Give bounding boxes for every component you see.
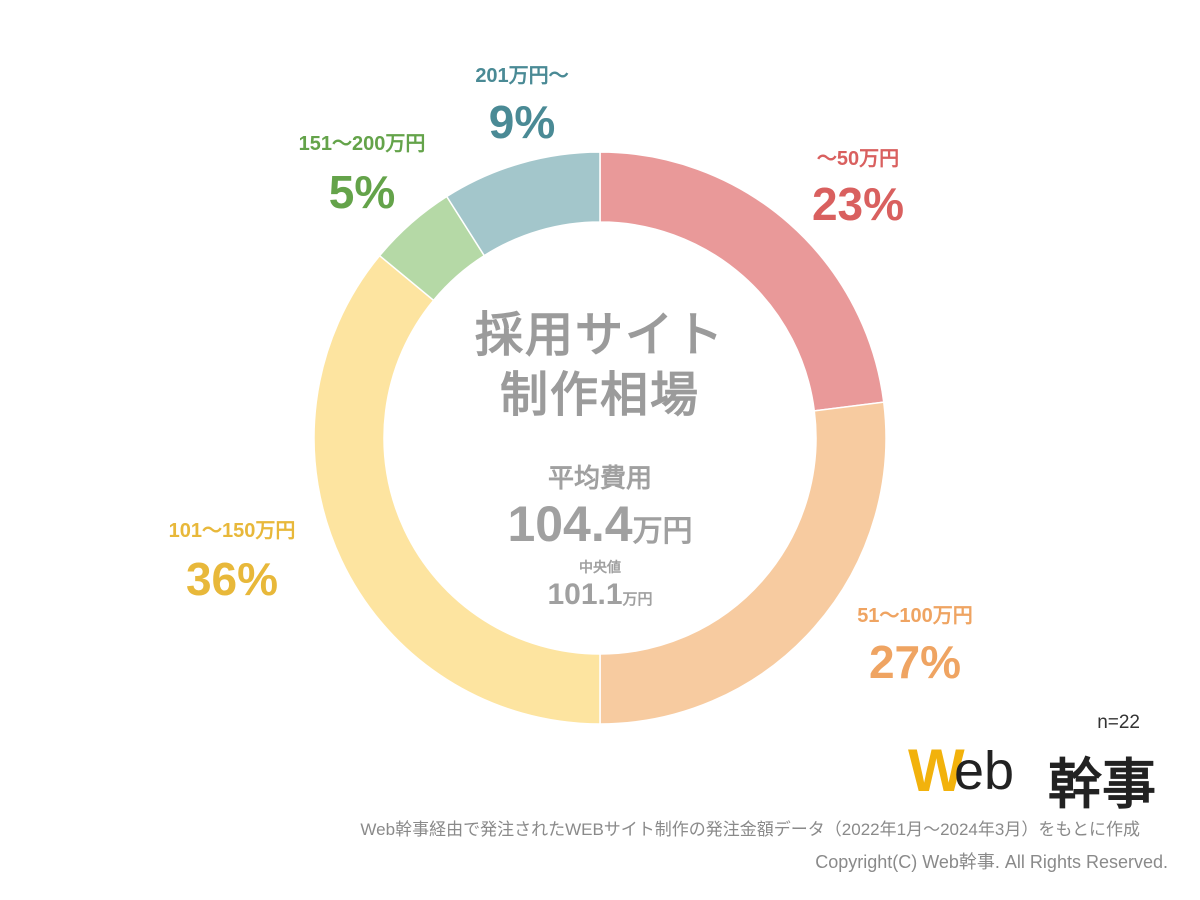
slice-percent-label: 5% [329, 166, 395, 218]
average-unit: 万円 [632, 515, 693, 548]
chart-title-line1: 採用サイト [474, 309, 725, 362]
web-kanji-logo: W eb 幹事 [908, 737, 1168, 815]
slice-percent-label: 9% [489, 96, 555, 148]
source-footnote: Web幹事経由で発注されたWEBサイト制作の発注金額データ（2022年1月〜20… [360, 820, 1140, 839]
slice-range-label: 201万円〜 [475, 65, 568, 87]
slice-range-label: 〜50万円 [817, 148, 899, 170]
slice-range-label: 101〜150万円 [169, 520, 296, 542]
slice-labels: 〜50万円 23% 51〜100万円 27% 101〜150万円 36% 151〜200万円… [169, 65, 973, 688]
chart-title-line2: 制作相場 [499, 369, 700, 422]
sample-size: n=22 [1097, 712, 1140, 733]
donut-slices [313, 151, 887, 725]
median-label: 中央値 [579, 559, 621, 575]
average-value: 104.4万円 [400, 496, 800, 560]
slice-percent-label: 36% [186, 553, 278, 605]
slice-range-label: 151〜200万円 [299, 133, 426, 155]
donut-slice [445, 151, 601, 257]
median-value: 101.1万円 [400, 578, 800, 617]
logo-w: W [908, 737, 965, 804]
median-number: 101.1 [547, 578, 623, 611]
donut-slice [313, 254, 601, 725]
slice-percent-label: 23% [812, 178, 904, 230]
average-label: 平均費用 [547, 463, 652, 493]
logo-kanji: 幹事 [1048, 755, 1156, 815]
slice-percent-label: 27% [869, 636, 961, 688]
logo-eb: eb [954, 741, 1015, 801]
copyright: Copyright(C) Web幹事. All Rights Reserved. [815, 852, 1168, 872]
slice-range-label: 51〜100万円 [857, 605, 973, 627]
donut-slice [599, 401, 887, 725]
chart-title: 採用サイト 制作相場 [400, 306, 800, 426]
median-unit: 万円 [622, 591, 653, 608]
average-number: 104.4 [507, 496, 633, 552]
